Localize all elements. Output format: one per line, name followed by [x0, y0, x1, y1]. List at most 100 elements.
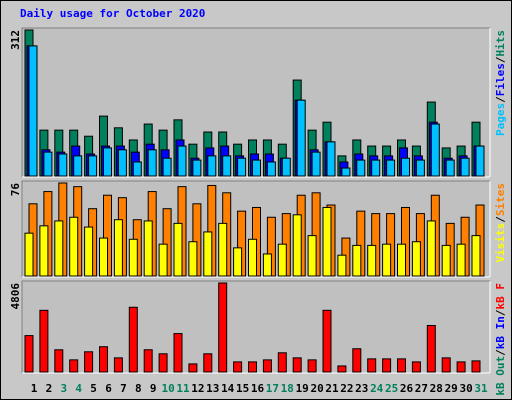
bar	[356, 159, 366, 177]
bar	[113, 357, 123, 373]
x-tick-label: 26	[400, 382, 414, 395]
bar	[117, 149, 127, 177]
legend-separator: /	[494, 96, 507, 103]
legend-separator: /	[494, 216, 507, 223]
bar	[188, 241, 198, 277]
chart-title: Daily usage for October 2020	[20, 7, 205, 20]
bar	[441, 357, 451, 373]
x-tick-label: 27	[415, 382, 428, 395]
x-tick-label: 9	[150, 382, 157, 395]
x-tick-label: 29	[445, 382, 458, 395]
bar	[99, 346, 108, 373]
bar	[371, 159, 381, 177]
bar	[322, 206, 332, 277]
bar	[471, 235, 481, 277]
x-tick-label: 15	[236, 382, 249, 395]
legend-entry: Visits	[494, 223, 507, 263]
bar	[248, 361, 257, 373]
bar	[326, 141, 336, 177]
bar	[218, 222, 228, 277]
bar	[24, 232, 34, 277]
bar	[43, 151, 53, 177]
bar	[307, 235, 317, 277]
bar	[162, 157, 172, 177]
x-tick-label: 4	[75, 382, 82, 395]
x-tick-label: 5	[90, 382, 97, 395]
bar	[352, 348, 362, 373]
bar	[426, 220, 436, 277]
bar	[84, 226, 94, 277]
bar	[311, 151, 321, 177]
bar	[69, 216, 79, 277]
bar	[456, 243, 466, 277]
x-tick-label: 21	[325, 382, 339, 395]
bar	[411, 241, 421, 277]
legend-entry: Pages	[494, 103, 507, 136]
bar	[322, 309, 332, 373]
bar	[426, 324, 436, 373]
bar	[58, 153, 68, 177]
bar	[397, 358, 406, 373]
bar	[382, 243, 392, 277]
bar	[475, 145, 485, 177]
bar	[352, 244, 362, 277]
bar	[203, 231, 213, 277]
x-tick-label: 17	[266, 382, 279, 395]
bar	[471, 360, 481, 373]
bar	[188, 363, 198, 373]
bar	[132, 161, 142, 177]
bar	[382, 358, 392, 373]
bar	[415, 159, 425, 177]
x-tick-label: 24	[370, 382, 384, 395]
bar	[386, 159, 396, 177]
x-tick-label: 11	[176, 382, 190, 395]
x-tick-label: 13	[206, 382, 219, 395]
x-tick-label: 1	[31, 382, 38, 395]
bar	[222, 155, 232, 177]
bar	[233, 247, 243, 277]
bar	[337, 365, 347, 373]
bar	[292, 214, 302, 277]
legend: kB Out/kB In/kB F	[494, 283, 507, 396]
bar	[341, 167, 351, 177]
bar	[39, 309, 49, 373]
legend-entry: Files	[494, 63, 507, 96]
bar	[252, 159, 261, 177]
bar	[430, 123, 440, 177]
bar	[233, 361, 243, 373]
x-tick-label: 20	[310, 382, 323, 395]
legend-entry: Hits	[494, 30, 507, 57]
bar	[207, 155, 217, 177]
legend-entry: kB In	[494, 316, 507, 349]
bar	[128, 306, 138, 373]
bar	[460, 157, 470, 177]
bar	[158, 353, 168, 373]
y-tick-label: 312	[9, 30, 22, 50]
legend: Pages/Files/Hits	[494, 30, 507, 136]
legend-separator: /	[494, 56, 507, 63]
bar	[218, 282, 228, 373]
bar	[445, 159, 455, 177]
bar	[262, 253, 272, 277]
x-tick-label: 28	[430, 382, 443, 395]
bar	[266, 161, 276, 177]
bar	[292, 357, 302, 373]
bar	[113, 219, 123, 277]
bar	[367, 358, 377, 373]
bar	[24, 335, 34, 373]
legend-entry: kB F	[494, 283, 507, 310]
bar	[73, 155, 83, 177]
bar	[69, 359, 79, 373]
bar	[262, 359, 272, 373]
bar	[203, 353, 213, 373]
bar	[441, 244, 451, 277]
y-tick-label: 4806	[9, 283, 22, 310]
x-tick-label: 10	[161, 382, 174, 395]
bar	[84, 351, 94, 373]
legend-separator: /	[494, 349, 507, 356]
legend-separator: /	[494, 309, 507, 316]
bar	[307, 359, 317, 373]
x-tick-label: 19	[296, 382, 309, 395]
x-tick-label: 6	[105, 382, 112, 395]
